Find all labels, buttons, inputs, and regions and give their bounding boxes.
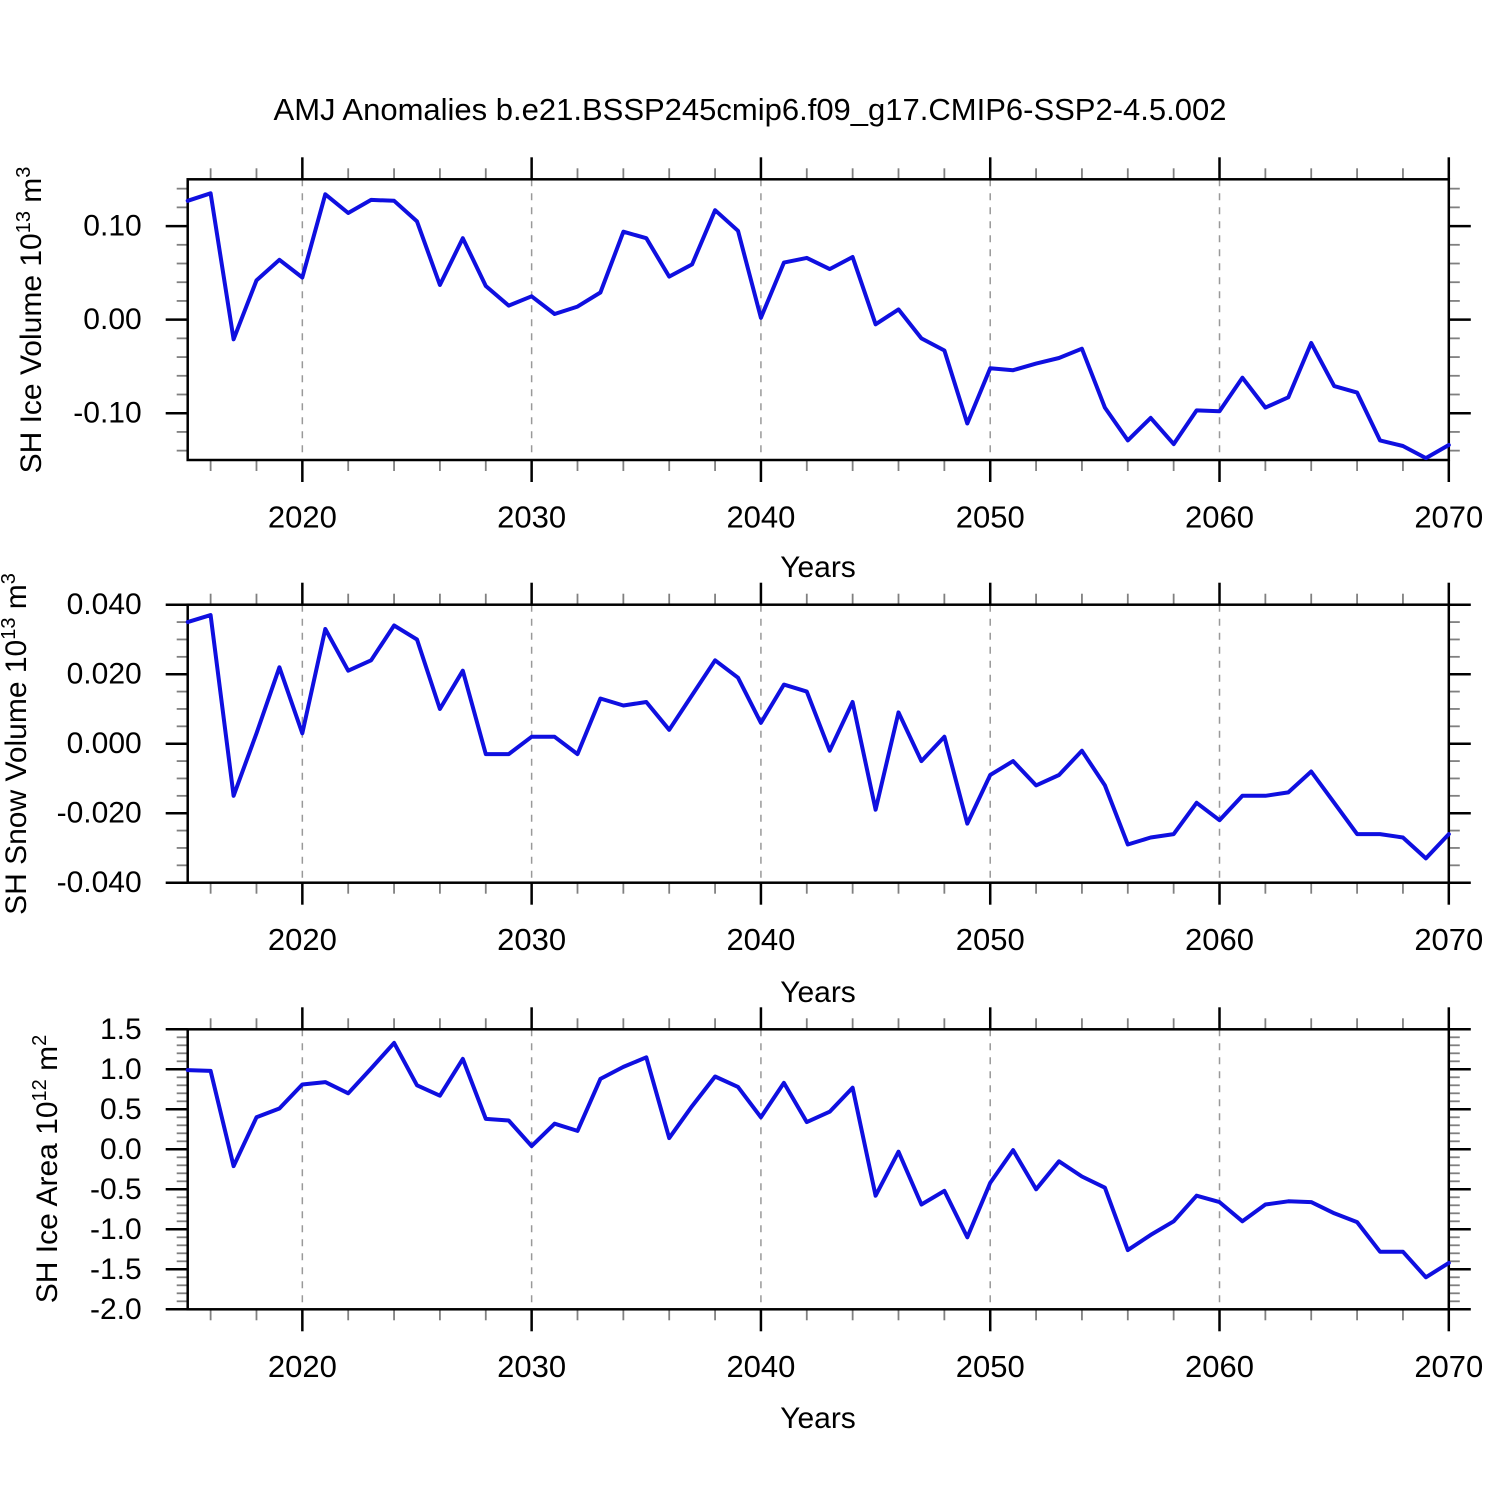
x-axis-label-years-1: Years xyxy=(780,551,856,584)
x-tick-label: 2030 xyxy=(497,922,566,957)
y-tick-label: -1.0 xyxy=(90,1213,142,1246)
x-axis-label-years-2: Years xyxy=(780,976,856,1009)
y-tick-label: 0.5 xyxy=(100,1093,142,1126)
y-tick-label: 1.0 xyxy=(100,1053,142,1086)
x-tick-label: 2060 xyxy=(1185,500,1254,535)
x-tick-label: 2020 xyxy=(268,500,337,535)
y-tick-label: -0.10 xyxy=(73,397,141,430)
unit: m xyxy=(0,584,33,618)
y-tick-label: 0.020 xyxy=(67,658,142,691)
exponent: 12 xyxy=(29,1079,51,1102)
y-tick-label: 0.10 xyxy=(83,210,141,243)
exponent: 13 xyxy=(0,617,20,640)
y-axis-label-snow-volume: SH Snow Volume 1013 m3 xyxy=(0,573,34,915)
exponent: 13 xyxy=(13,211,35,234)
plot-border xyxy=(186,178,1451,462)
plot-border xyxy=(186,1028,1451,1311)
y-tick-label: 0.000 xyxy=(67,727,142,760)
y-axis-label-ice-area: SH Ice Area 1012 m2 xyxy=(29,1035,65,1304)
x-tick-label: 2030 xyxy=(497,500,566,535)
x-axis-label-years-3: Years xyxy=(780,1402,856,1435)
y-tick-label: -2.0 xyxy=(90,1293,142,1326)
x-tick-label: 2020 xyxy=(268,922,337,957)
x-tick-label: 2070 xyxy=(1414,1349,1483,1384)
x-tick-label: 2050 xyxy=(956,1349,1025,1384)
exponent: 3 xyxy=(0,573,20,585)
x-tick-label: 2040 xyxy=(726,922,795,957)
exponent: 2 xyxy=(29,1034,51,1046)
x-tick-label: 2070 xyxy=(1414,922,1483,957)
x-tick-label: 2040 xyxy=(726,500,795,535)
unit: m xyxy=(31,1045,64,1080)
x-tick-label: 2050 xyxy=(956,500,1025,535)
y-tick-label: -0.5 xyxy=(90,1173,142,1206)
unit: m xyxy=(15,177,48,212)
exponent: 3 xyxy=(13,166,35,178)
y-tick-label: 0.0 xyxy=(100,1133,142,1166)
x-tick-label: 2060 xyxy=(1185,922,1254,957)
x-tick-label: 2060 xyxy=(1185,1349,1254,1384)
y-tick-label: -1.5 xyxy=(90,1253,142,1286)
y-axis-label-ice-volume: SH Ice Volume 1013 m3 xyxy=(13,167,49,474)
y-axis-label-text: SH Ice Area 10 xyxy=(31,1101,64,1304)
x-tick-label: 2050 xyxy=(956,922,1025,957)
data-line-sh-ice-volume xyxy=(185,191,1451,461)
chart-title: AMJ Anomalies b.e21.BSSP245cmip6.f09_g17… xyxy=(273,92,1227,127)
x-tick-label: 2030 xyxy=(497,1349,566,1384)
x-tick-label: 2020 xyxy=(268,1349,337,1384)
x-tick-label: 2040 xyxy=(726,1349,795,1384)
y-tick-label: -0.040 xyxy=(57,866,142,899)
y-tick-label: 0.00 xyxy=(83,303,141,336)
data-line-sh-ice-area xyxy=(185,1040,1451,1280)
x-tick-label: 2070 xyxy=(1414,500,1483,535)
y-tick-label: -0.020 xyxy=(57,797,142,830)
y-axis-label-text: SH Snow Volume 10 xyxy=(0,639,33,915)
y-axis-label-text: SH Ice Volume 10 xyxy=(15,233,48,474)
y-tick-label: 0.040 xyxy=(67,588,142,621)
data-line-sh-snow-volume xyxy=(185,613,1451,861)
plot-border xyxy=(186,603,1451,884)
y-tick-label: 1.5 xyxy=(100,1013,142,1046)
